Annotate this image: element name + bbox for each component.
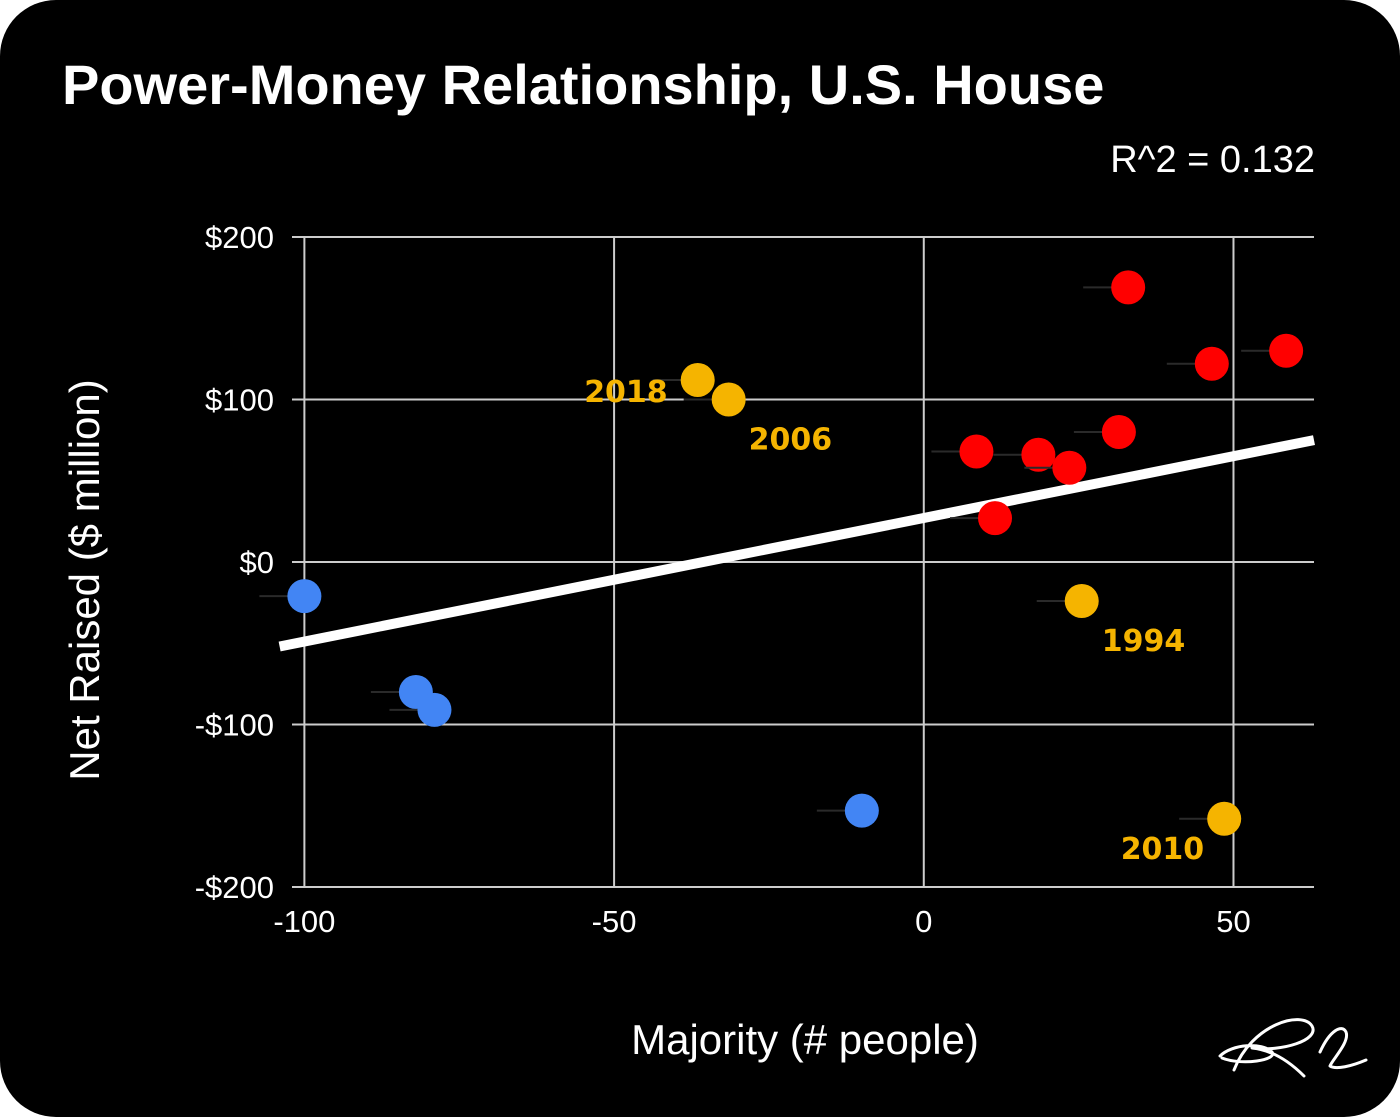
data-points (259, 270, 1304, 836)
chart-title: Power-Money Relationship, U.S. House (62, 53, 1105, 116)
point-label: 1994 (1102, 624, 1186, 659)
y-axis-title: Net Raised ($ million) (61, 379, 108, 780)
data-point (1021, 437, 1056, 472)
point-label: 2006 (749, 423, 833, 458)
point-label: 2018 (584, 375, 668, 410)
data-point (1101, 415, 1136, 449)
data-point (844, 793, 879, 828)
data-point (680, 363, 715, 397)
data-point (1207, 801, 1242, 836)
data-point (1194, 346, 1229, 381)
data-point (1269, 333, 1304, 368)
data-point (711, 382, 746, 417)
y-tick-label: $100 (205, 383, 274, 418)
y-tick-label: $0 (240, 545, 274, 580)
data-point (417, 692, 452, 727)
trendline-group (278, 435, 1315, 652)
data-point (1064, 584, 1099, 618)
x-tick-label: 0 (915, 904, 932, 939)
data-point (1111, 270, 1146, 305)
x-tick-label: 50 (1216, 904, 1250, 939)
data-point (1052, 450, 1087, 485)
data-point (959, 434, 994, 469)
y-tick-label: $200 (205, 220, 274, 255)
grid (292, 236, 1314, 888)
x-tick-label: -50 (592, 904, 637, 939)
y-tick-label: -$200 (195, 870, 274, 905)
axis-ticks: $200 $100 $0 -$100 -$200-100 -50 0 50 (195, 220, 1251, 939)
x-tick-label: -100 (273, 904, 335, 939)
point-label: 2010 (1121, 832, 1205, 867)
data-point (287, 579, 322, 614)
r-squared-annotation: R^2 = 0.132 (1110, 139, 1315, 181)
point-labels: 2018 2006 1994 2010 (584, 375, 1204, 867)
trendline (278, 435, 1315, 652)
data-point (978, 501, 1013, 536)
x-axis-title: Majority (# people) (631, 1016, 979, 1063)
author-signature-logo (1218, 1018, 1368, 1078)
y-tick-label: -$100 (195, 708, 274, 743)
